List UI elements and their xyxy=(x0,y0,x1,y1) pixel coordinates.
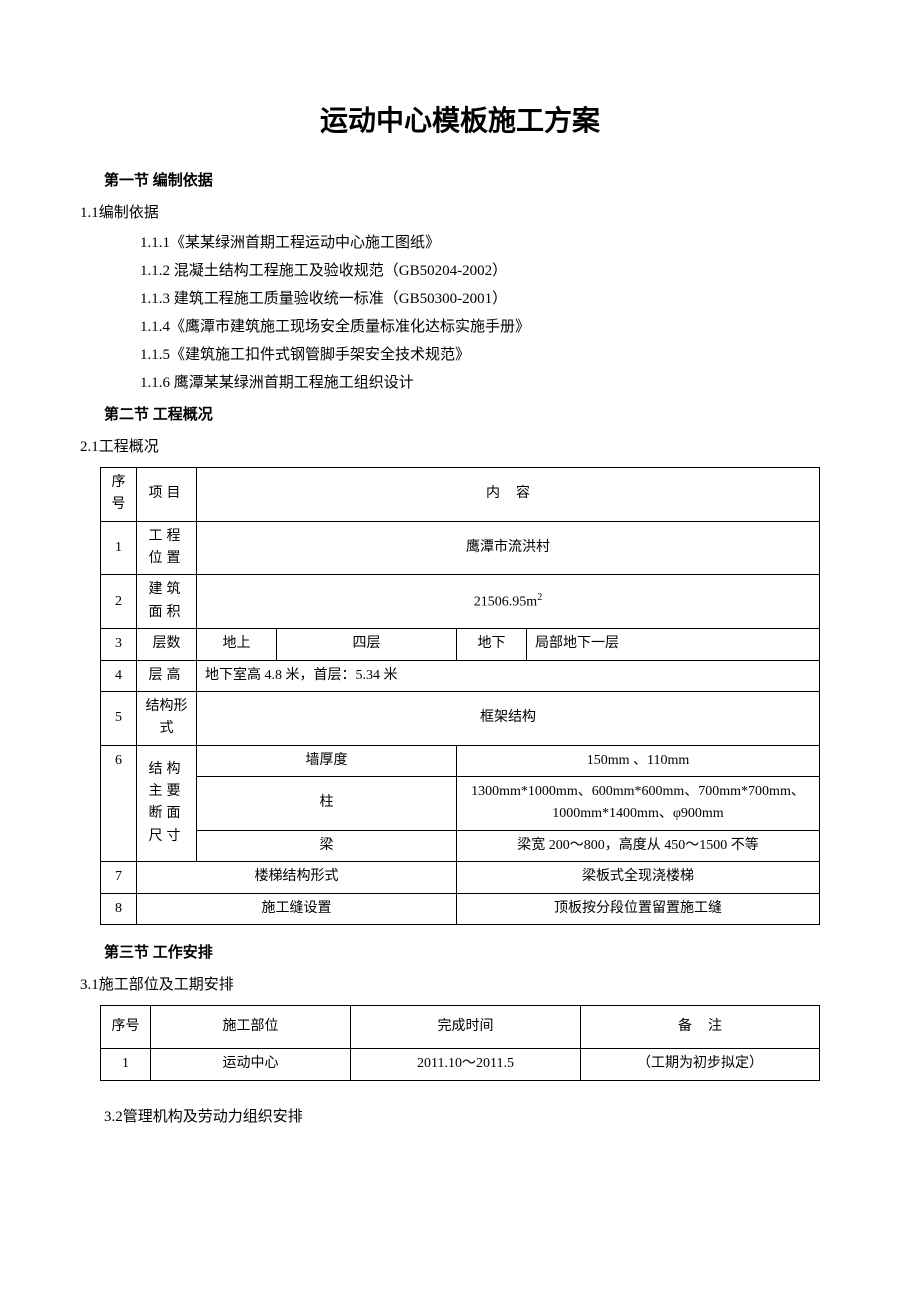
table-row: 5 结构形式 框架结构 xyxy=(101,691,820,745)
cell-time: 2011.10～2011.5 xyxy=(351,1049,581,1080)
cell-val: 150mm 、110mm xyxy=(457,745,820,776)
cell-label: 柱 xyxy=(197,777,457,831)
list-item: 1.1.6 鹰潭某某绿洲首期工程施工组织设计 xyxy=(140,371,840,395)
header-seq: 序号 xyxy=(101,1006,151,1049)
overview-table: 序号 项目 内容 1 工程位置 鹰潭市流洪村 2 建筑面积 21506.95m2… xyxy=(100,467,820,925)
cell-note: （工期为初步拟定） xyxy=(581,1049,820,1080)
header-seq: 序号 xyxy=(101,467,137,521)
section1-header: 第一节 编制依据 xyxy=(104,169,840,193)
cell-seq: 2 xyxy=(101,575,137,629)
cell-content: 鹰潭市流洪村 xyxy=(197,521,820,575)
cell-item: 楼梯结构形式 xyxy=(137,862,457,893)
cell-content: 框架结构 xyxy=(197,691,820,745)
cell-item: 施工缝设置 xyxy=(137,893,457,924)
section3-sub1: 3.1施工部位及工期安排 xyxy=(80,973,840,997)
list-item: 1.1.5《建筑施工扣件式钢管脚手架安全技术规范》 xyxy=(140,343,840,367)
table-row: 梁 梁宽 200～800，高度从 450～1500 不等 xyxy=(101,830,820,861)
cell-item: 结构主要断面尺寸 xyxy=(137,745,197,862)
table-row: 7 楼梯结构形式 梁板式全现浇楼梯 xyxy=(101,862,820,893)
table-row: 1 运动中心 2011.10～2011.5 （工期为初步拟定） xyxy=(101,1049,820,1080)
cell-seq: 3 xyxy=(101,629,137,660)
cell-below: 地下 xyxy=(457,629,527,660)
cell-content: 梁板式全现浇楼梯 xyxy=(457,862,820,893)
list-item: 1.1.4《鹰潭市建筑施工现场安全质量标准化达标实施手册》 xyxy=(140,315,840,339)
cell-seq: 1 xyxy=(101,521,137,575)
table-row: 6 结构主要断面尺寸 墙厚度 150mm 、110mm xyxy=(101,745,820,776)
section3-header: 第三节 工作安排 xyxy=(104,941,840,965)
cell-item: 层数 xyxy=(137,629,197,660)
list-item: 1.1.2 混凝土结构工程施工及验收规范（GB50204-2002） xyxy=(140,259,840,283)
cell-item: 层高 xyxy=(137,660,197,691)
schedule-table: 序号 施工部位 完成时间 备注 1 运动中心 2011.10～2011.5 （工… xyxy=(100,1005,820,1081)
table-row: 2 建筑面积 21506.95m2 xyxy=(101,575,820,629)
section2-header: 第二节 工程概况 xyxy=(104,403,840,427)
table-row: 序号 项目 内容 xyxy=(101,467,820,521)
cell-item: 结构形式 xyxy=(137,691,197,745)
cell-seq: 8 xyxy=(101,893,137,924)
cell-label: 墙厚度 xyxy=(197,745,457,776)
cell-content: 21506.95m2 xyxy=(197,575,820,629)
section1-sub: 1.1编制依据 xyxy=(80,201,840,225)
section3-sub2: 3.2管理机构及劳动力组织安排 xyxy=(104,1105,840,1129)
cell-seq: 1 xyxy=(101,1049,151,1080)
page-title: 运动中心模板施工方案 xyxy=(80,100,840,145)
cell-val: 1300mm*1000mm、600mm*600mm、700mm*700mm、10… xyxy=(457,777,820,831)
table-row: 序号 施工部位 完成时间 备注 xyxy=(101,1006,820,1049)
cell-seq: 5 xyxy=(101,691,137,745)
cell-item: 工程位置 xyxy=(137,521,197,575)
section2-sub: 2.1工程概况 xyxy=(80,435,840,459)
cell-floors: 四层 xyxy=(277,629,457,660)
header-content: 内容 xyxy=(197,467,820,521)
header-item: 项目 xyxy=(137,467,197,521)
cell-content: 顶板按分段位置留置施工缝 xyxy=(457,893,820,924)
cell-seq: 7 xyxy=(101,862,137,893)
table-row: 1 工程位置 鹰潭市流洪村 xyxy=(101,521,820,575)
cell-basement: 局部地下一层 xyxy=(527,629,820,660)
cell-part: 运动中心 xyxy=(151,1049,351,1080)
cell-content: 地下室高 4.8 米，首层：5.34 米 xyxy=(197,660,820,691)
cell-seq: 4 xyxy=(101,660,137,691)
list-item: 1.1.3 建筑工程施工质量验收统一标准（GB50300-2001） xyxy=(140,287,840,311)
cell-above: 地上 xyxy=(197,629,277,660)
table-row: 4 层高 地下室高 4.8 米，首层：5.34 米 xyxy=(101,660,820,691)
header-note: 备注 xyxy=(581,1006,820,1049)
list-item: 1.1.1《某某绿洲首期工程运动中心施工图纸》 xyxy=(140,231,840,255)
cell-item: 建筑面积 xyxy=(137,575,197,629)
table-row: 8 施工缝设置 顶板按分段位置留置施工缝 xyxy=(101,893,820,924)
table-row: 3 层数 地上 四层 地下 局部地下一层 xyxy=(101,629,820,660)
header-time: 完成时间 xyxy=(351,1006,581,1049)
content-label: 内 xyxy=(486,486,516,501)
cell-label: 梁 xyxy=(197,830,457,861)
header-part: 施工部位 xyxy=(151,1006,351,1049)
table-row: 柱 1300mm*1000mm、600mm*600mm、700mm*700mm、… xyxy=(101,777,820,831)
cell-seq: 6 xyxy=(101,745,137,862)
cell-val: 梁宽 200～800，高度从 450～1500 不等 xyxy=(457,830,820,861)
